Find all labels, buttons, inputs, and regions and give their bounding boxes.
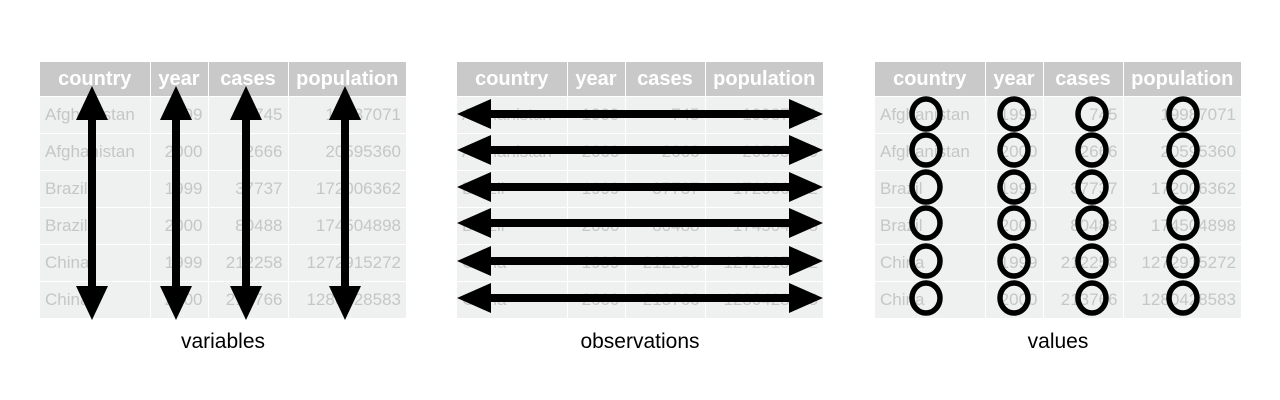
value-circle [1166, 205, 1200, 241]
value-circle [1075, 243, 1109, 279]
value-circle [997, 280, 1031, 316]
values-caption: values [1027, 330, 1089, 353]
year-header: year [984, 62, 1043, 97]
cases-header: cases [207, 62, 288, 97]
value-circle [909, 280, 943, 316]
variables-table: countryyearcasespopulationAfghanistan199… [40, 62, 406, 318]
country-header: country [457, 62, 567, 97]
values-circles [909, 96, 1200, 316]
value-circle [909, 132, 943, 168]
horizontal-double-arrow [457, 99, 823, 129]
vertical-double-arrow [76, 86, 108, 320]
header-row: country year cases population [40, 62, 406, 97]
horizontal-double-arrow [457, 246, 823, 276]
cases-header: cases [1042, 62, 1123, 97]
value-circle [1166, 280, 1200, 316]
header-row: country year cases population [457, 62, 823, 97]
vertical-double-arrow [160, 86, 192, 320]
value-circle [1075, 205, 1109, 241]
population-header: population [287, 62, 406, 97]
value-circle [909, 243, 943, 279]
vertical-double-arrow [230, 86, 262, 320]
value-circle [1075, 132, 1109, 168]
value-circle [997, 205, 1031, 241]
country-header: country [875, 62, 985, 97]
value-circle [997, 243, 1031, 279]
observations-arrows [457, 99, 823, 313]
year-header: year [149, 62, 208, 97]
value-circle [1075, 280, 1109, 316]
value-circle [909, 205, 943, 241]
value-circle [997, 169, 1031, 205]
value-circle [997, 96, 1031, 132]
table-cell: 174504898 [1122, 207, 1241, 245]
year-header: year [566, 62, 625, 97]
value-circle [1075, 169, 1109, 205]
observations-caption: observations [580, 330, 700, 353]
value-circle [997, 132, 1031, 168]
horizontal-double-arrow [457, 172, 823, 202]
variables-panel: countryyearcasespopulationAfghanistan199… [40, 0, 406, 400]
value-circle [1075, 96, 1109, 132]
population-header: population [1122, 62, 1241, 97]
value-circle [909, 169, 943, 205]
cases-header: cases [624, 62, 705, 97]
vertical-double-arrow [329, 86, 361, 320]
country-header: country [40, 62, 150, 97]
variables-arrows [76, 86, 361, 320]
variables-caption: variables [180, 330, 266, 353]
horizontal-double-arrow [457, 135, 823, 165]
value-circle [1166, 132, 1200, 168]
value-circle [1166, 243, 1200, 279]
value-circle [1166, 96, 1200, 132]
header-row: country year cases population [875, 62, 1241, 97]
value-circle [1166, 169, 1200, 205]
population-header: population [704, 62, 823, 97]
observations-panel: countryyearcasespopulationAfghanistan199… [457, 0, 823, 400]
horizontal-double-arrow [457, 208, 823, 238]
horizontal-double-arrow [457, 283, 823, 313]
values-panel: country year cases population Afghanistan 199… [875, 0, 1241, 400]
value-circle [909, 96, 943, 132]
